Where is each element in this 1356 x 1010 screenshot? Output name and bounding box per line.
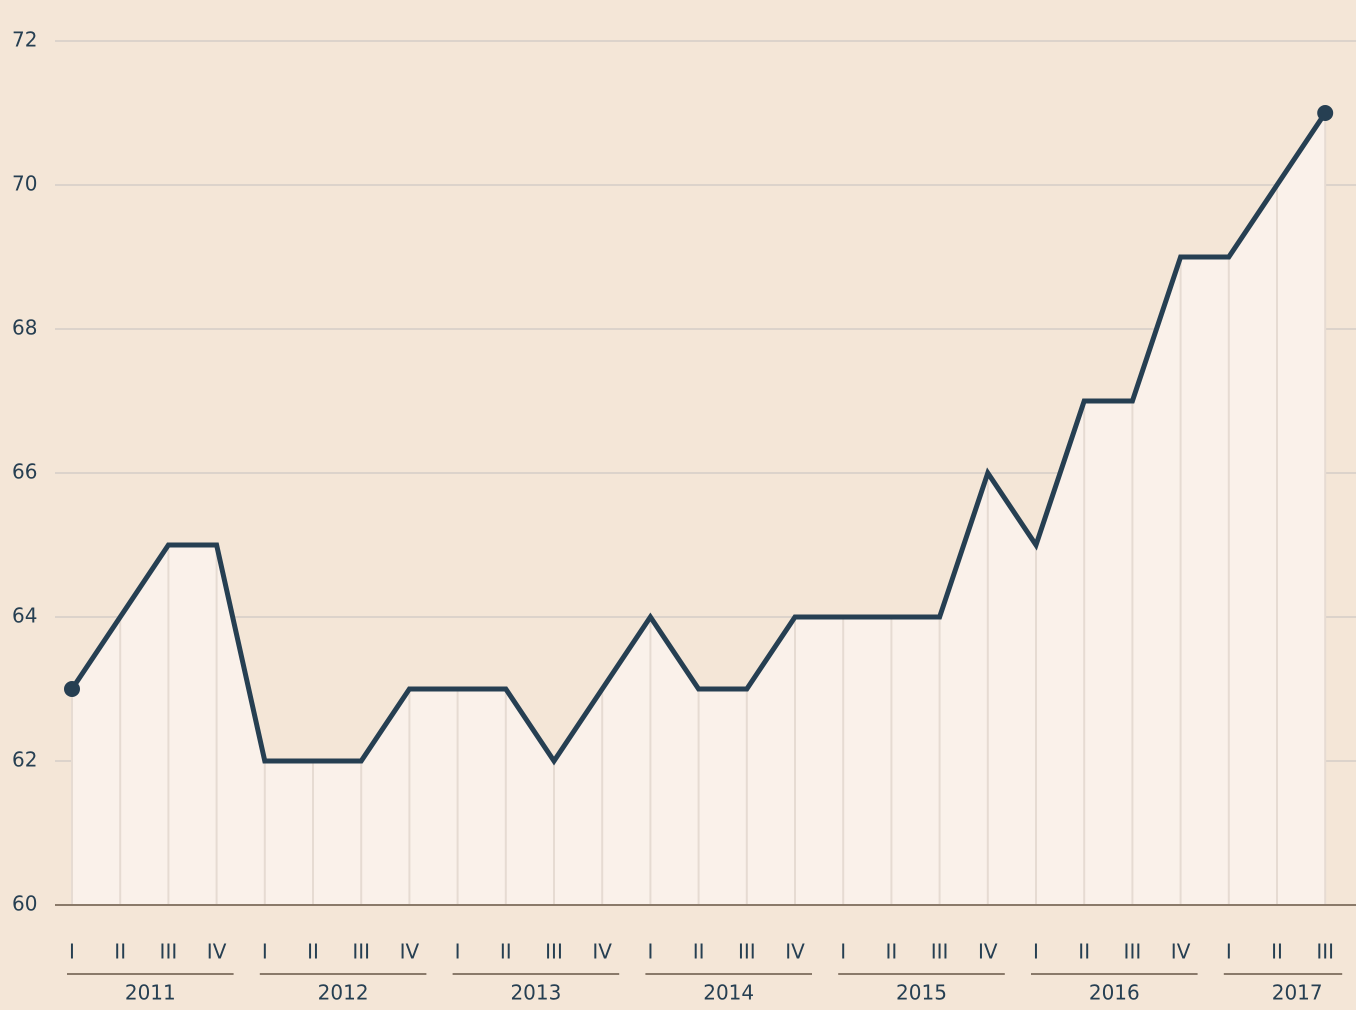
x-tick-label: IV xyxy=(592,940,612,964)
x-tick-label: II xyxy=(500,940,512,964)
x-tick-label: II xyxy=(114,940,126,964)
end-dot xyxy=(64,681,80,697)
x-tick-label: II xyxy=(1271,940,1283,964)
x-tick-label: III xyxy=(1316,940,1334,964)
x-tick-label: IV xyxy=(1171,940,1191,964)
x-tick-label: I xyxy=(455,940,461,964)
x-tick-label: IV xyxy=(978,940,998,964)
x-tick-label: II xyxy=(886,940,898,964)
y-tick-label: 72 xyxy=(12,28,37,52)
year-label: 2017 xyxy=(1272,981,1323,1005)
x-tick-label: IV xyxy=(785,940,805,964)
x-tick-label: I xyxy=(1033,940,1039,964)
x-tick-label: I xyxy=(840,940,846,964)
x-tick-label: I xyxy=(1226,940,1232,964)
year-label: 2013 xyxy=(510,981,561,1005)
x-tick-label: IV xyxy=(207,940,227,964)
y-tick-label: 66 xyxy=(12,460,37,484)
x-tick-label: I xyxy=(262,940,268,964)
x-tick-label: III xyxy=(160,940,178,964)
year-label: 2014 xyxy=(703,981,754,1005)
x-tick-label: IV xyxy=(400,940,420,964)
end-dot xyxy=(1317,105,1334,121)
year-label: 2011 xyxy=(125,981,176,1005)
line xyxy=(69,111,1328,766)
x-tick-label: II xyxy=(1078,940,1090,964)
x-tick-label: III xyxy=(545,940,563,964)
x-tick-label: III xyxy=(931,940,949,964)
x-tick-label: I xyxy=(647,940,653,964)
y-tick-label: 68 xyxy=(12,316,37,340)
area xyxy=(72,113,1326,905)
x-tick-label: III xyxy=(1124,940,1142,964)
year-label: 2012 xyxy=(318,981,369,1005)
x-tick-label: III xyxy=(738,940,756,964)
y-tick-label: 64 xyxy=(12,604,37,628)
y-tick-label: 60 xyxy=(12,892,37,916)
y-tick-label: 70 xyxy=(12,172,37,196)
y-tick-label: 62 xyxy=(12,748,37,772)
x-tick-label: III xyxy=(352,940,370,964)
year-label: 2016 xyxy=(1089,981,1140,1005)
x-tick-label: II xyxy=(307,940,319,964)
year-label: 2015 xyxy=(896,981,947,1005)
x-tick-label: I xyxy=(69,940,75,964)
x-tick-label: II xyxy=(693,940,705,964)
